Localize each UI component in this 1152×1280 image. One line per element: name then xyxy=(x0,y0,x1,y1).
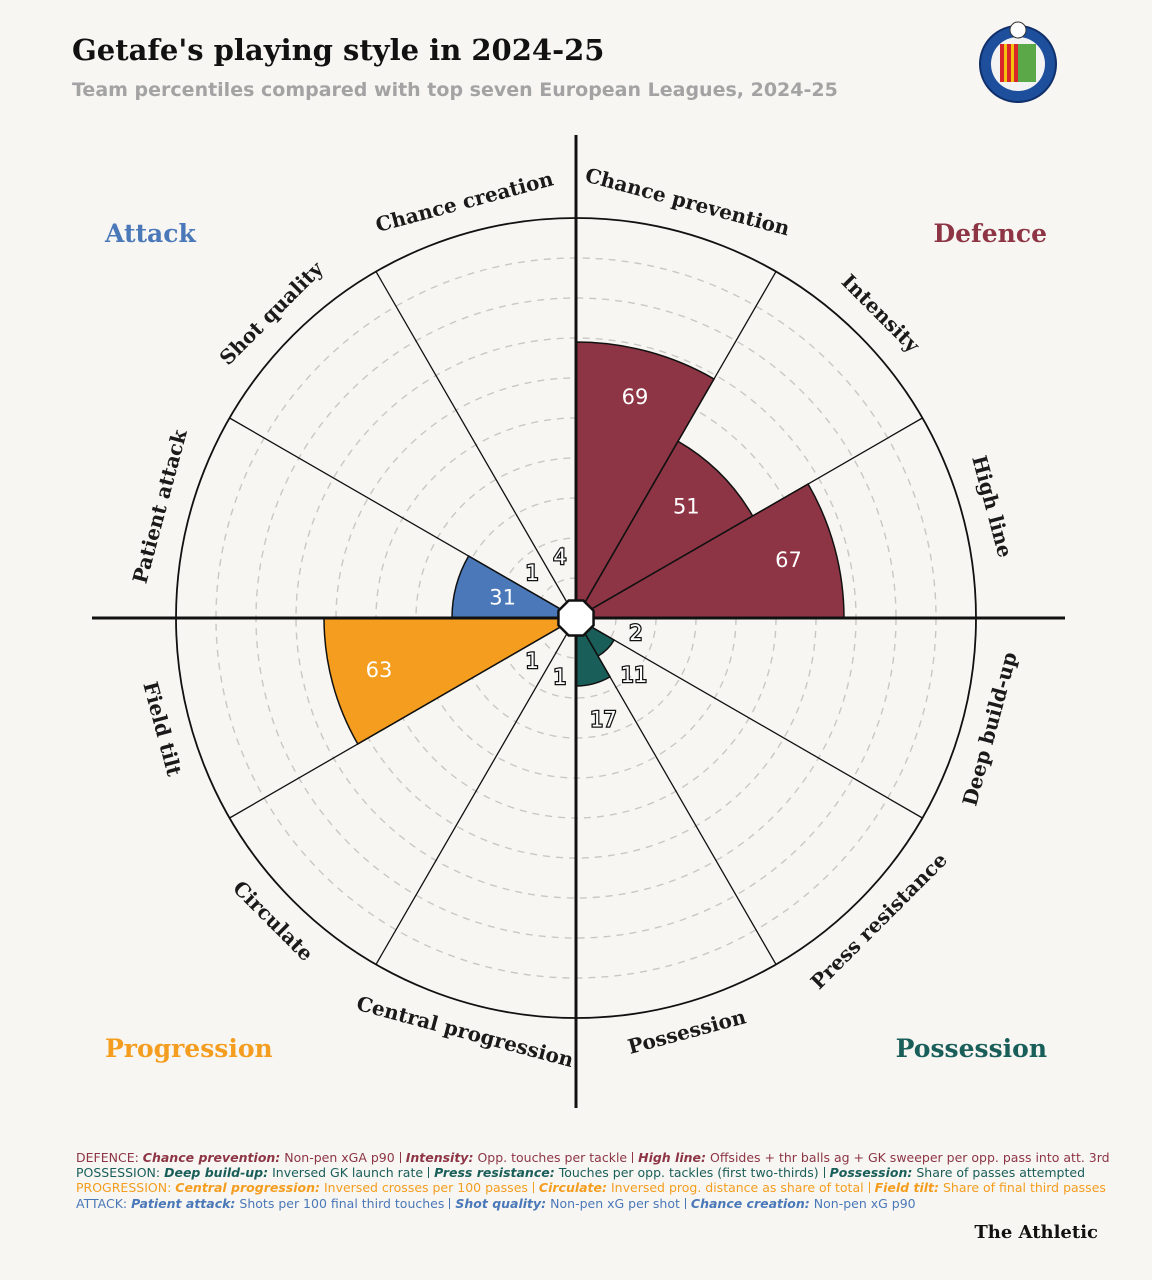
bar-wedge xyxy=(323,617,579,746)
value-label: 17 xyxy=(590,707,617,731)
center-octagon xyxy=(557,599,595,637)
footnote-desc: Non-pen xGA p90 xyxy=(284,1150,395,1165)
footnote-desc: Inversed GK launch rate xyxy=(272,1165,424,1181)
footnote-metric: Circulate: xyxy=(538,1180,608,1196)
group-label: Possession xyxy=(896,1034,1047,1063)
bar-wedge xyxy=(575,341,716,621)
value-label: 31 xyxy=(489,585,516,609)
footnote-desc: Share of passes attempted xyxy=(916,1165,1086,1181)
value-label: 2 xyxy=(629,621,642,645)
footnote-separator xyxy=(532,1182,534,1194)
value-label: 1 xyxy=(525,561,538,585)
footnote-desc: Inversed prog. distance as share of tota… xyxy=(611,1180,864,1196)
footnote-desc: Offsides + thr balls ag + GK sweeper per… xyxy=(709,1150,1110,1165)
footnote-group: ATTACK: xyxy=(76,1195,128,1211)
footnote-separator xyxy=(632,1152,634,1163)
group-label: Attack xyxy=(104,219,196,248)
footnote-metric: Shot quality: xyxy=(455,1195,547,1211)
footnote-group: POSSESSION: xyxy=(76,1165,161,1181)
chart-subtitle: Team percentiles compared with top seven… xyxy=(72,79,838,101)
value-label: 69 xyxy=(622,385,649,409)
footnote-metric: Chance creation: xyxy=(690,1195,810,1211)
sector-divider xyxy=(229,417,577,619)
footnote-metric: Chance prevention: xyxy=(142,1150,281,1165)
club-badge xyxy=(979,21,1057,103)
value-label: 51 xyxy=(673,495,700,519)
brand: The Athletic xyxy=(974,1222,1098,1243)
footnote-line: DEFENCE: Chance prevention: Non-pen xGA … xyxy=(76,1150,1116,1165)
sector-divider xyxy=(229,617,577,819)
sector-divider xyxy=(375,617,577,965)
footnote-desc: Opp. touches per tackle xyxy=(477,1150,628,1165)
bar-wedge xyxy=(573,482,845,619)
footnote-metric: Intensity: xyxy=(405,1150,474,1165)
footnote-line: POSSESSION: Deep build-up: Inversed GK l… xyxy=(76,1165,1116,1180)
footnote-desc: Non-pen xG per shot xyxy=(550,1195,680,1211)
footnote-desc: Inversed crosses per 100 passes xyxy=(323,1180,528,1196)
value-label: 11 xyxy=(621,663,648,687)
value-label: 63 xyxy=(366,658,393,682)
footnote-separator xyxy=(823,1167,825,1179)
sector-divider xyxy=(575,617,923,819)
sector-divider xyxy=(575,271,777,619)
footnote-desc: Share of final third passes xyxy=(942,1180,1106,1196)
footnotes: DEFENCE: Chance prevention: Non-pen xGA … xyxy=(76,1150,1116,1211)
category-label: Field tilt xyxy=(138,679,186,779)
value-label: 1 xyxy=(525,649,538,673)
bar-wedge xyxy=(573,440,754,621)
sector-divider xyxy=(575,417,923,619)
group-label: Defence xyxy=(933,219,1047,248)
footnote-metric: Patient attack: xyxy=(131,1195,236,1211)
footnote-desc: Non-pen xG p90 xyxy=(813,1195,916,1211)
footnote-separator xyxy=(684,1197,686,1209)
footnote-metric: Deep build-up: xyxy=(164,1165,269,1181)
category-label: High line xyxy=(967,453,1017,560)
value-label: 67 xyxy=(775,548,802,572)
sector-divider xyxy=(575,617,777,965)
footnote-line: ATTACK: Patient attack: Shots per 100 fi… xyxy=(76,1196,1116,1211)
group-label: Progression xyxy=(105,1034,273,1063)
value-label: 4 xyxy=(553,545,566,569)
footnote-desc: Shots per 100 final third touches xyxy=(239,1195,445,1211)
footnote-separator xyxy=(399,1152,401,1163)
footnote-desc: Touches per opp. tackles (first two-thir… xyxy=(558,1165,819,1181)
footnote-metric: Press resistance: xyxy=(434,1165,555,1181)
footnote-metric: Field tilt: xyxy=(874,1180,939,1196)
footnote-metric: Central progression: xyxy=(175,1180,320,1196)
footnote-metric: Possession: xyxy=(829,1165,913,1181)
chart-title: Getafe's playing style in 2024-25 xyxy=(72,33,604,67)
footnote-metric: High line: xyxy=(638,1150,706,1165)
sector-divider xyxy=(375,271,577,619)
footnote-group: PROGRESSION: xyxy=(76,1180,172,1196)
footnote-separator xyxy=(868,1182,870,1194)
value-label: 1 xyxy=(553,665,566,689)
footnote-line: PROGRESSION: Central progression: Invers… xyxy=(76,1180,1116,1195)
footnote-separator xyxy=(428,1167,430,1179)
footnote-separator xyxy=(449,1197,451,1209)
footnote-group: DEFENCE: xyxy=(76,1150,139,1165)
